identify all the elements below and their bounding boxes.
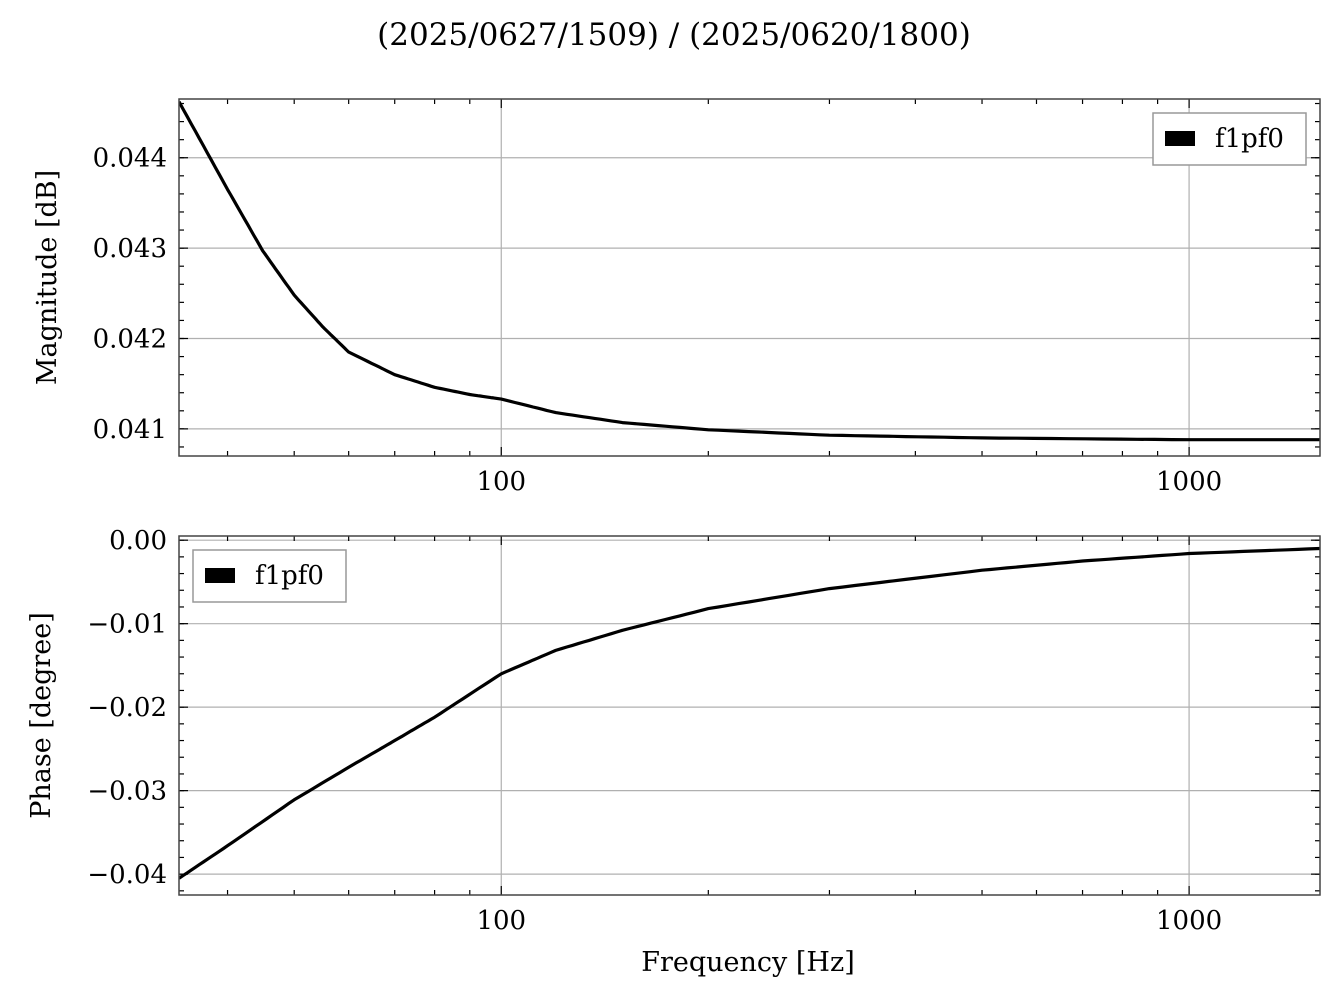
y-tick-label: 0.044 [93,144,167,174]
x-tick-label: 1000 [1156,467,1222,497]
legend-label: f1pf0 [255,561,324,591]
legend-swatch [205,568,235,583]
x-tick-label: 100 [476,467,526,497]
y-tick-label: 0.043 [93,234,167,264]
y-tick-label: 0.00 [109,526,167,556]
y-tick-label: −0.02 [87,693,167,723]
legend-swatch [1165,131,1195,146]
magnitude-plot: 0.041 0.042 0.043 0.044 100 1000 Magnitude [dB… [32,98,1321,497]
plot-frame [178,535,1321,896]
y-axis-label: Magnitude [dB] [32,170,63,385]
phase-plot: 0.00 −0.01 −0.02 −0.03 −0.04 100 1000 Phase [de… [26,526,1321,936]
y-axis-label: Phase [degree] [26,612,57,819]
figure-title: (2025/0627/1509) / (2025/0620/1800) [377,17,971,53]
x-tick-label: 100 [476,906,526,936]
y-tick-label: −0.03 [87,777,167,807]
y-tick-label: −0.04 [87,860,167,890]
plot-frame [178,98,1321,457]
y-tick-label: 0.042 [93,325,167,355]
series-line-f1pf0 [179,546,1320,880]
legend: f1pf0 [192,549,347,603]
legend-label: f1pf0 [1215,124,1284,154]
x-axis-label: Frequency [Hz] [641,947,854,978]
x-tick-label: 1000 [1156,906,1222,936]
series-line-f1pf0 [179,100,1320,442]
y-tick-label: −0.01 [87,610,167,640]
legend: f1pf0 [1152,112,1307,166]
y-tick-label: 0.041 [93,415,167,445]
